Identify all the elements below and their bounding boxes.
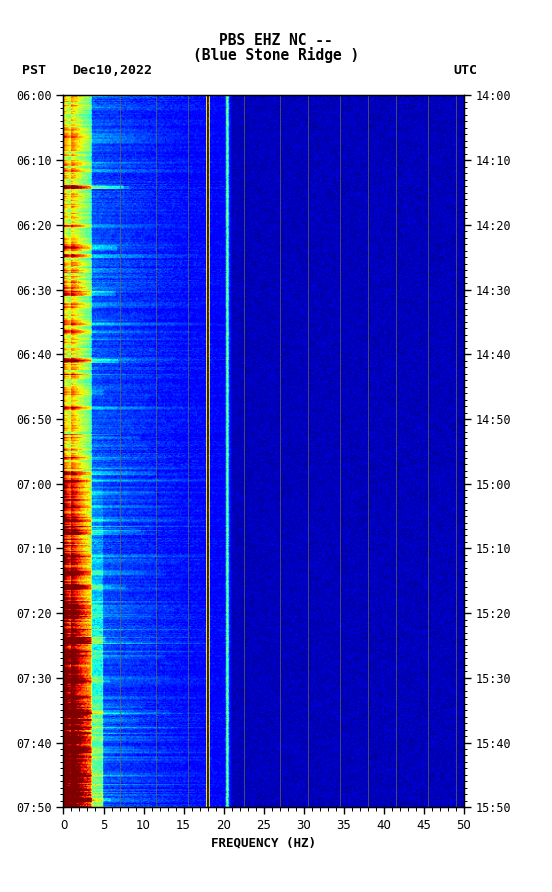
Text: Dec10,2022: Dec10,2022 [72, 64, 152, 77]
X-axis label: FREQUENCY (HZ): FREQUENCY (HZ) [211, 836, 316, 849]
Polygon shape [8, 7, 45, 29]
Text: PST: PST [22, 64, 46, 77]
Text: USGS: USGS [15, 17, 46, 27]
Text: PBS EHZ NC --: PBS EHZ NC -- [219, 33, 333, 47]
Text: (Blue Stone Ridge ): (Blue Stone Ridge ) [193, 47, 359, 63]
Text: UTC: UTC [454, 64, 477, 77]
